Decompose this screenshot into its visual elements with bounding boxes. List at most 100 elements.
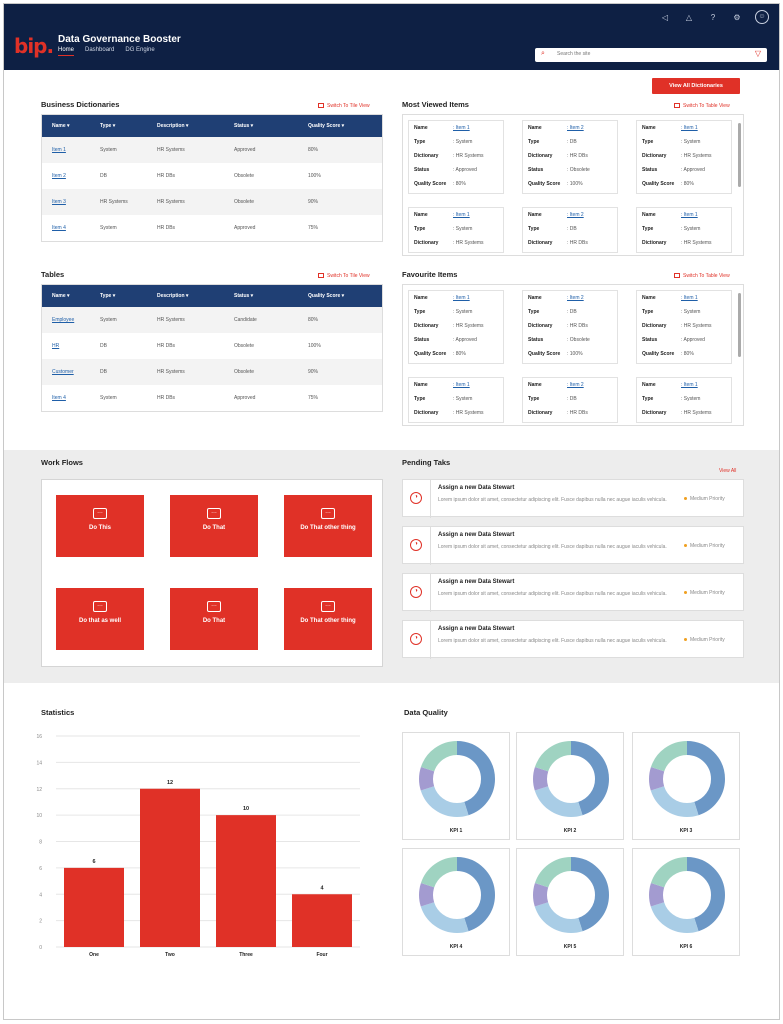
kpi-card[interactable]: KPI 3: [632, 732, 740, 840]
item-link[interactable]: Item 3: [42, 199, 100, 205]
card-label: Dictionary: [642, 410, 667, 416]
card-row: Status: Approved: [637, 333, 731, 347]
view-all-dictionaries-button[interactable]: View All Dictionaries: [652, 78, 740, 94]
item-link[interactable]: : Item 2: [567, 382, 584, 388]
kpi-card[interactable]: KPI 5: [516, 848, 624, 956]
item-link[interactable]: Item 4: [42, 395, 100, 401]
item-card[interactable]: Name: Item 1 Type: System Dictionary: HR S…: [408, 377, 504, 423]
column-header[interactable]: Status ▾: [234, 293, 254, 299]
item-card[interactable]: Name: Item 2 Type: DB Dictionary: HR DBs: [522, 207, 618, 253]
item-card[interactable]: Name: Item 1 Type: System Dictionary: HR S…: [636, 120, 732, 194]
table-cell: Approved: [234, 225, 256, 231]
megaphone-icon[interactable]: ◁: [661, 12, 669, 22]
card-row: Quality Score: 80%: [637, 177, 731, 191]
item-link-text[interactable]: HR: [52, 343, 60, 349]
item-card[interactable]: Name: Item 2 Type: DB Dictionary: HR DBs: [522, 377, 618, 423]
pending-task[interactable]: ◑ Assign a new Data Stewart Lorem ipsum do…: [402, 620, 744, 659]
workflow-tile[interactable]: … Do that as well: [56, 588, 144, 650]
card-value: : HR DBs: [567, 410, 588, 416]
item-card[interactable]: Name: Item 2 Type: DB Dictionary: HR DBs St…: [522, 120, 618, 194]
nav-dg-engine[interactable]: DG Engine: [125, 47, 155, 53]
item-link[interactable]: Item 4: [42, 225, 100, 231]
workflow-tile[interactable]: … Do That other thing: [284, 588, 372, 650]
item-card[interactable]: Name: Item 1 Type: System Dictionary: HR S…: [636, 290, 732, 364]
item-link[interactable]: : Item 1: [453, 382, 470, 388]
workflow-tile[interactable]: … Do This: [56, 495, 144, 557]
kpi-card[interactable]: KPI 2: [516, 732, 624, 840]
item-link[interactable]: : Item 1: [453, 212, 470, 218]
item-link[interactable]: Employee: [42, 317, 100, 323]
card-value: : 100%: [567, 181, 583, 187]
column-header[interactable]: Description ▾: [157, 123, 189, 129]
kpi-card[interactable]: KPI 4: [402, 848, 510, 956]
item-link[interactable]: Item 1: [42, 147, 100, 153]
switch-table-view-link[interactable]: Switch To Table View: [674, 103, 730, 109]
card-label: Type: [414, 226, 426, 232]
search-input[interactable]: Search the site: [557, 51, 591, 57]
kpi-card[interactable]: KPI 6: [632, 848, 740, 956]
column-header[interactable]: Quality Score ▾: [308, 293, 345, 299]
nav-dashboard[interactable]: Dashboard: [85, 47, 115, 53]
column-header[interactable]: Name ▾: [52, 123, 70, 129]
scrollbar[interactable]: [738, 123, 741, 187]
pending-task[interactable]: ◑ Assign a new Data Stewart Lorem ipsum do…: [402, 479, 744, 518]
item-card[interactable]: Name: Item 1 Type: System Dictionary: HR S…: [408, 207, 504, 253]
item-card[interactable]: Name: Item 1 Type: System Dictionary: HR S…: [408, 120, 504, 194]
item-link-text[interactable]: Item 2: [52, 173, 66, 179]
bip-logo[interactable]: bip.: [14, 34, 54, 58]
bar: [140, 788, 200, 947]
help-icon[interactable]: ?: [710, 12, 716, 22]
column-header[interactable]: Type ▾: [100, 123, 116, 129]
switch-table-view-link[interactable]: Switch To Table View: [674, 273, 730, 279]
workflow-tile[interactable]: … Do That: [170, 495, 258, 557]
item-link[interactable]: : Item 2: [567, 125, 584, 131]
search-box[interactable]: ⌕ Search the site ▽: [535, 48, 767, 62]
item-link[interactable]: : Item 1: [681, 212, 698, 218]
column-header[interactable]: Status ▾: [234, 123, 254, 129]
nav-home[interactable]: Home: [58, 47, 75, 56]
item-link-text[interactable]: Employee: [52, 317, 75, 323]
column-header[interactable]: Quality Score ▾: [308, 123, 345, 129]
item-link[interactable]: : Item 1: [681, 382, 698, 388]
switch-tile-view-link[interactable]: Switch To Tile View: [318, 273, 370, 279]
item-link[interactable]: Item 2: [42, 173, 100, 179]
column-header[interactable]: Description ▾: [157, 293, 189, 299]
item-link-text[interactable]: Customer: [52, 369, 74, 375]
scrollbar[interactable]: [738, 293, 741, 357]
donut-chart: [533, 741, 609, 817]
item-link[interactable]: : Item 1: [681, 125, 698, 131]
filter-icon[interactable]: ▽: [754, 49, 761, 58]
gear-icon[interactable]: ⚙: [733, 12, 741, 22]
column-header[interactable]: Name ▾: [52, 293, 70, 299]
item-link[interactable]: Customer: [42, 369, 100, 375]
task-title: Assign a new Data Stewart: [438, 626, 515, 632]
item-card[interactable]: Name: Item 2 Type: DB Dictionary: HR DBs St…: [522, 290, 618, 364]
y-tick-label: 0: [39, 945, 42, 951]
item-link[interactable]: HR: [42, 343, 100, 349]
switch-tile-view-link[interactable]: Switch To Tile View: [318, 103, 370, 109]
pending-task[interactable]: ◑ Assign a new Data Stewart Lorem ipsum do…: [402, 573, 744, 612]
column-header[interactable]: Type ▾: [100, 293, 116, 299]
workflow-label: Do that as well: [78, 618, 121, 624]
item-card[interactable]: Name: Item 1 Type: System Dictionary: HR S…: [408, 290, 504, 364]
item-link[interactable]: : Item 2: [567, 212, 584, 218]
item-link-text[interactable]: Item 4: [52, 225, 66, 231]
item-link-text[interactable]: Item 1: [52, 147, 66, 153]
pending-task[interactable]: ◑ Assign a new Data Stewart Lorem ipsum do…: [402, 526, 744, 565]
item-link-text[interactable]: Item 3: [52, 199, 66, 205]
workflow-tile[interactable]: … Do That: [170, 588, 258, 650]
workflow-tile[interactable]: … Do That other thing: [284, 495, 372, 557]
item-card[interactable]: Name: Item 1 Type: System Dictionary: HR S…: [636, 207, 732, 253]
view-all-tasks-link[interactable]: View All: [719, 468, 737, 474]
card-label: Type: [414, 396, 426, 402]
chat-bubble-icon: …: [93, 508, 107, 519]
item-link[interactable]: : Item 1: [453, 295, 470, 301]
bell-icon[interactable]: △: [685, 12, 693, 22]
item-link-text[interactable]: Item 4: [52, 395, 66, 401]
item-card[interactable]: Name: Item 1 Type: System Dictionary: HR S…: [636, 377, 732, 423]
user-avatar-icon[interactable]: ☺: [755, 10, 769, 24]
item-link[interactable]: : Item 2: [567, 295, 584, 301]
kpi-card[interactable]: KPI 1: [402, 732, 510, 840]
item-link[interactable]: : Item 1: [681, 295, 698, 301]
item-link[interactable]: : Item 1: [453, 125, 470, 131]
